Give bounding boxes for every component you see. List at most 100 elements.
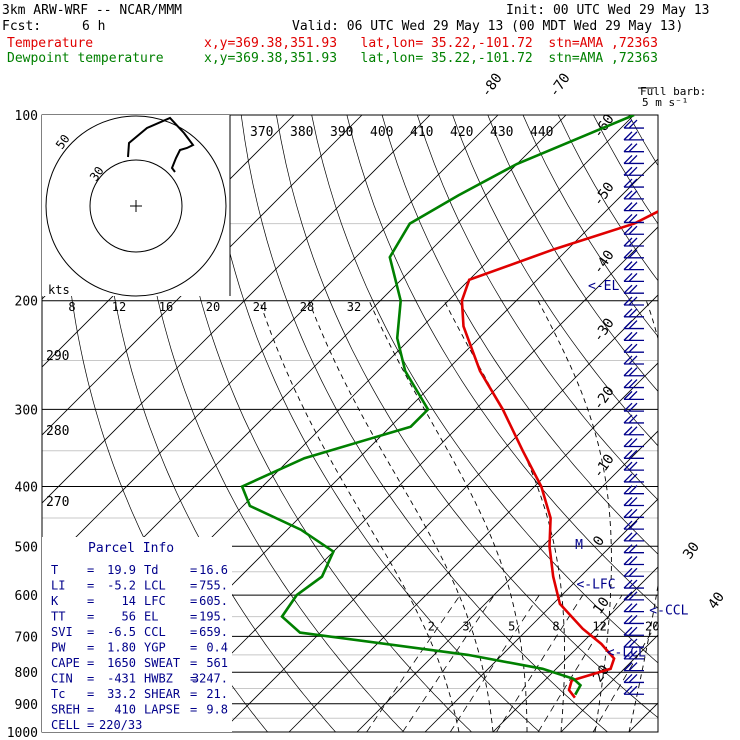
parcel-label-0: T [51,563,58,577]
wind-barb-26 [623,426,644,436]
parcel-eq-6: = [87,656,94,670]
wind-barb-8 [623,213,644,224]
theta-left-label-280: 280 [46,424,69,439]
annotation-2: <-CCL [649,603,688,618]
parcel-label-3: TT [51,610,65,624]
isotherm--10 [356,430,658,732]
parcel-label2-7: HWBZ [144,672,173,686]
parcel-eq-0: = [87,563,94,577]
wind-barb-12 [623,261,644,271]
wind-barb-23 [623,390,644,401]
parcel-eq-1: = [87,579,94,593]
mixing-ratio-3 [402,594,495,732]
parcel-value-3: 56 [122,610,136,624]
parcel-eq-8: = [87,687,94,701]
wind-barb-3 [623,154,644,165]
hodograph-speed-24: 24 [253,300,267,314]
wind-barb-21 [623,367,644,377]
wind-barb-34 [623,520,644,530]
parcel-label2-8: SHEAR [144,687,181,701]
parcel-value2-7: 3247. [192,672,228,686]
hodograph-speed-12: 12 [112,300,126,314]
wind-barb-19 [623,343,644,353]
wind-barb-43 [623,626,644,636]
hodograph-ring-label-50: 50 [53,132,73,152]
hodograph-speed-32: 32 [347,300,361,314]
parcel-label2-9: LAPSE [144,703,180,717]
mixing-ratio-label-5: 20 [645,619,659,633]
theta-label-380: 380 [290,125,313,140]
wind-barb-14 [623,284,644,294]
parcel-eq2-0: = [190,563,197,577]
hodograph-speed-16: 16 [159,300,173,314]
parcel-value-8: 33.2 [107,687,136,701]
wind-barb-31 [623,485,644,495]
dry-adiabat-310 [276,115,658,719]
model-title: 3km ARW-WRF -- NCAR/MMM [2,3,183,18]
wind-barb-5 [623,178,644,188]
wind-barb-1 [623,131,644,141]
wind-barb-4 [623,166,644,176]
parcel-label-5: PW [51,641,66,655]
wind-barb-13 [623,272,644,283]
dewpoint-legend-info: x,y=369.38,351.93 lat,lon= 35.22,-101.72… [204,51,658,66]
parcel-value-7: -431 [107,672,136,686]
isotherm-40 [697,115,740,732]
wind-barb-36 [623,544,644,554]
parcel-eq-10: = [87,718,94,732]
isotherm-label-9: 10 [590,594,613,617]
wind-barb-10 [623,237,644,247]
dry-adiabat-420 [664,115,740,732]
mixing-ratio-label-2: 5 [508,619,515,633]
temperature-legend-info: x,y=369.38,351.93 lat,lon= 35.22,-101.72… [204,36,658,51]
parcel-value-0: 19.9 [107,563,136,577]
parcel-eq2-4: = [190,625,197,639]
mixing-ratio-label-4: 12 [592,619,606,633]
parcel-eq-5: = [87,641,94,655]
mixing-ratio-2 [366,594,461,732]
parcel-eq2-8: = [190,687,197,701]
isotherm-label-1: -70 [546,70,574,100]
parcel-value2-8: 21. [206,687,228,701]
pressure-label-400: 400 [15,480,38,495]
pressure-label-700: 700 [15,630,38,645]
dewpoint-profile [240,115,635,696]
wind-barb-32 [623,497,644,507]
parcel-value2-1: 755. [199,579,228,593]
hodograph-speed-20: 20 [206,300,220,314]
theta-label-430: 430 [490,125,513,140]
parcel-box [42,537,232,732]
isotherm-label-12: 40 [705,589,728,612]
isotherm--40 [152,226,658,732]
hodograph-speed-28: 28 [300,300,314,314]
dewpoint-legend-label: Dewpoint temperature [7,51,164,66]
mixing-ratio-5 [449,594,540,732]
isotherm-label-5: -30 [590,315,618,345]
parcel-label-6: CAPE [51,656,80,670]
isotherm-label-6: -20 [590,383,618,413]
hodograph-trace [127,116,195,173]
temperature-profile [460,210,658,699]
annotation-4: M [575,538,583,553]
parcel-label-9: SREH [51,703,80,717]
isotherm-label-4: -40 [590,247,618,277]
wind-barb-41 [623,603,644,613]
wind-barb-9 [623,225,644,235]
theta-label-420: 420 [450,125,473,140]
dry-adiabat-350 [416,115,658,501]
parcel-label2-0: Td [144,563,158,577]
pressure-label-800: 800 [15,666,38,681]
annotation-0: <-EL [588,279,619,294]
parcel-label-1: LI [51,579,65,593]
dry-adiabat-440 [734,115,740,732]
theta-label-390: 390 [330,125,353,140]
mixing-ratio-label-0: 2 [428,619,435,633]
mixing-ratio-20 [592,620,658,732]
wind-barb-18 [623,331,644,342]
dry-adiabat-340 [381,115,658,555]
hodograph-units: kts [48,283,70,297]
isotherm-label-8: 0 [590,533,608,549]
parcel-value-2: 14 [122,594,136,608]
parcel-eq2-6: = [190,656,197,670]
